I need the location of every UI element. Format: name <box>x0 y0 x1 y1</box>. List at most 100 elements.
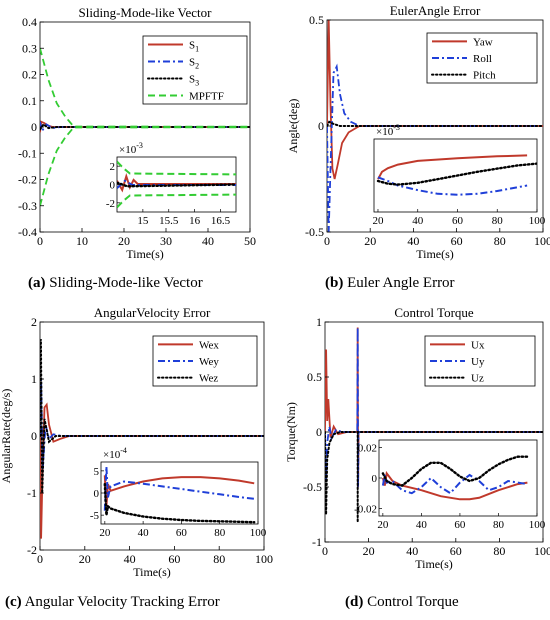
inset-multiplier: ×10-4 <box>103 446 127 461</box>
y-axis-label: AngularRate(deg/s) <box>0 389 13 484</box>
y-tick-label: -0.3 <box>18 199 37 213</box>
legend-label-base: Ux <box>471 339 485 351</box>
chart-sliding-mode-like-vector: 0 10 20 30 40 50-0.4-0.3-0.2-0.100.10.20.30.4… <box>18 5 256 261</box>
x-axis-label: Time(s) <box>126 247 164 261</box>
legend-label: Wey <box>199 356 219 368</box>
legend-label: Uz <box>471 373 484 385</box>
series-line-wez-2 <box>40 339 264 494</box>
y-tick-label: 0 <box>318 119 324 133</box>
legend-label-base: Roll <box>473 53 492 65</box>
inset-plot-area <box>100 461 259 525</box>
panel-d: 0 20 40 60 80 100 -1 -0.5 0 0.5 1 Control Torque Tim… <box>275 305 550 620</box>
inset-y-tick-label: 0 <box>94 488 100 500</box>
y-axis-label: Torque(Nm) <box>284 402 298 462</box>
legend-label: Uy <box>471 356 485 368</box>
x-axis-label: Time(s) <box>416 247 454 261</box>
series-group <box>40 48 250 207</box>
inset-x-tick-label: 60 <box>454 519 466 531</box>
inset-x-tick-label: 15.5 <box>159 215 179 227</box>
inset-x-tick-label: 80 <box>492 215 504 227</box>
panel-b: 0 20 40 60 80 100 -0.5 0 0.5 EulerAngle Error Time… <box>275 0 550 310</box>
inset-x-tick-label: 40 <box>412 215 424 227</box>
caption-a-label: (a) <box>28 275 46 291</box>
y-tick-label: 0.1 <box>22 94 37 108</box>
x-tick-label: 100 <box>534 544 550 558</box>
inset-x-tick-label: 40 <box>138 527 150 539</box>
legend-label-subscript: 1 <box>195 45 199 54</box>
y-tick-label: -0.5 <box>305 225 324 239</box>
legend-label-base: MPFTF <box>189 91 224 103</box>
inset-x-tick-label: 15 <box>137 215 149 227</box>
x-tick-label: 10 <box>76 234 88 248</box>
caption-b: (b) Euler Angle Error <box>325 275 455 292</box>
inset-y-tick-label: -2 <box>106 198 115 210</box>
caption-b-label: (b) <box>325 275 344 291</box>
legend-label-base: S <box>189 74 195 86</box>
x-tick-label: 100 <box>255 552 273 566</box>
inset-multiplier: ×10-3 <box>376 123 400 138</box>
legend-label-base: S <box>189 57 195 69</box>
y-tick-label: -0.2 <box>18 173 37 187</box>
inset-y-tick-label: 0 <box>372 473 378 485</box>
inset-y-tick-label: 0.02 <box>358 443 377 455</box>
y-tick-label: -0.5 <box>303 480 322 494</box>
caption-d-text: Control Torque <box>363 594 459 610</box>
x-tick-label: 100 <box>534 234 550 248</box>
legend-label-subscript: 3 <box>195 79 199 88</box>
inset-plot-area <box>373 138 538 213</box>
x-tick-label: 0 <box>322 544 328 558</box>
x-tick-label: 40 <box>407 234 419 248</box>
legend-label-base: Wez <box>199 373 218 385</box>
legend-label: Yaw <box>473 36 493 48</box>
inset-series-line <box>103 466 255 511</box>
chart-title: EulerAngle Error <box>390 3 481 18</box>
caption-a-text: Sliding-Mode-like Vector <box>45 275 203 291</box>
legend-label-base: Uz <box>471 373 484 385</box>
inset-series-line <box>376 162 537 186</box>
legend-label: Roll <box>473 53 492 65</box>
inset-y-tick-label: 5 <box>94 466 100 478</box>
y-tick-label: 0.5 <box>309 13 324 27</box>
y-tick-label: 0.5 <box>307 370 322 384</box>
inset-y-tick-label: -0.02 <box>354 503 377 515</box>
inset-series-line <box>381 455 529 487</box>
legend-label: Wez <box>199 373 218 385</box>
legend-label: S2 <box>189 57 199 71</box>
inset-series-line <box>377 176 528 196</box>
inset-series-group <box>117 160 236 209</box>
x-tick-label: 0 <box>37 552 43 566</box>
inset-x-tick-label: 80 <box>214 527 226 539</box>
inset-series-line <box>117 193 236 209</box>
y-tick-label: 0 <box>31 429 37 443</box>
y-tick-label: 0.2 <box>22 68 37 82</box>
legend-label: S3 <box>189 74 199 88</box>
y-tick-label: 1 <box>316 315 322 329</box>
x-tick-label: 60 <box>451 234 463 248</box>
panel-c: 0 20 40 60 80 100 -2 -1 0 1 2 AngularVelocity Error… <box>0 305 275 620</box>
y-tick-label: -1 <box>312 535 322 549</box>
x-tick-label: 50 <box>244 234 256 248</box>
x-axis-label: Time(s) <box>133 565 171 579</box>
inset-series-line <box>117 181 236 188</box>
inset-multiplier-base: ×10 <box>103 449 121 461</box>
legend-label: S1 <box>189 40 199 54</box>
series-line-yaw-0 <box>327 20 543 180</box>
panel-a: 0 10 20 30 40 50 -0.4 -0.3 -0.2 -0.1 0 0.1 0.2 0.3 0.4… <box>0 0 275 310</box>
inset-y-tick-label: -5 <box>90 510 100 522</box>
y-tick-label: -0.4 <box>18 225 37 239</box>
inset-multiplier-exponent: -3 <box>393 123 400 132</box>
x-tick-label: 0 <box>37 234 43 248</box>
inset-multiplier-exponent: -3 <box>136 141 143 150</box>
inset-multiplier: ×10-3 <box>119 141 143 156</box>
chart-angular-velocity-error: 0 20 40 60 80 100 -2 -1 0 1 2 AngularVelocity Error… <box>0 305 273 579</box>
legend-label-base: Wey <box>199 356 219 368</box>
legend-label-base: Uy <box>471 356 485 368</box>
x-tick-label: 30 <box>160 234 172 248</box>
inset-y-tick-label: 0 <box>110 180 116 192</box>
legend-label: MPFTF <box>189 91 224 103</box>
x-tick-label: 80 <box>493 544 505 558</box>
inset-series-line <box>381 473 528 495</box>
inset-series-line <box>117 160 236 176</box>
inset-x-tick-label: 20 <box>99 527 111 539</box>
y-tick-label: 1 <box>31 372 37 386</box>
